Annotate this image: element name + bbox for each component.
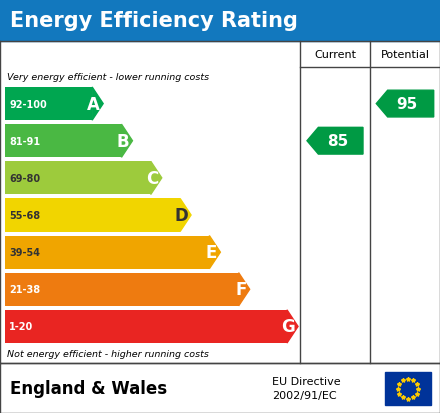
Text: 55-68: 55-68: [9, 211, 40, 221]
Polygon shape: [209, 236, 220, 269]
Polygon shape: [180, 199, 191, 232]
Polygon shape: [238, 273, 249, 306]
Text: 21-38: 21-38: [9, 285, 40, 294]
Bar: [5, 310, 287, 343]
Bar: [0, 363, 440, 413]
Text: Very energy efficient - lower running costs: Very energy efficient - lower running co…: [7, 72, 209, 81]
Text: C: C: [147, 169, 159, 188]
Text: F: F: [235, 280, 247, 299]
Bar: [5, 125, 121, 158]
Polygon shape: [92, 88, 103, 121]
Text: England & Wales: England & Wales: [10, 379, 167, 397]
Text: Not energy efficient - higher running costs: Not energy efficient - higher running co…: [7, 350, 209, 358]
Text: D: D: [174, 206, 188, 224]
Polygon shape: [151, 162, 162, 195]
Text: 1-20: 1-20: [9, 322, 33, 332]
Bar: [0, 0, 440, 42]
Bar: [385, 372, 431, 405]
Bar: [5, 273, 238, 306]
Bar: [5, 88, 92, 121]
Bar: [5, 236, 209, 269]
Text: B: B: [117, 133, 129, 150]
Polygon shape: [121, 125, 132, 158]
Text: A: A: [87, 95, 100, 113]
Text: G: G: [281, 318, 295, 336]
Text: 92-100: 92-100: [9, 100, 47, 109]
Text: 69-80: 69-80: [9, 173, 40, 183]
Text: Potential: Potential: [381, 50, 429, 60]
Text: 85: 85: [326, 134, 348, 149]
Text: Current: Current: [314, 50, 356, 60]
Text: Energy Efficiency Rating: Energy Efficiency Rating: [10, 11, 298, 31]
Text: 95: 95: [396, 97, 418, 112]
Bar: [5, 162, 151, 195]
Text: 81-91: 81-91: [9, 136, 40, 146]
Polygon shape: [287, 310, 298, 343]
Text: 39-54: 39-54: [9, 247, 40, 258]
Text: E: E: [206, 244, 217, 261]
Polygon shape: [376, 91, 434, 118]
Text: EU Directive
2002/91/EC: EU Directive 2002/91/EC: [272, 377, 341, 400]
Bar: [5, 199, 180, 232]
Polygon shape: [307, 128, 363, 155]
